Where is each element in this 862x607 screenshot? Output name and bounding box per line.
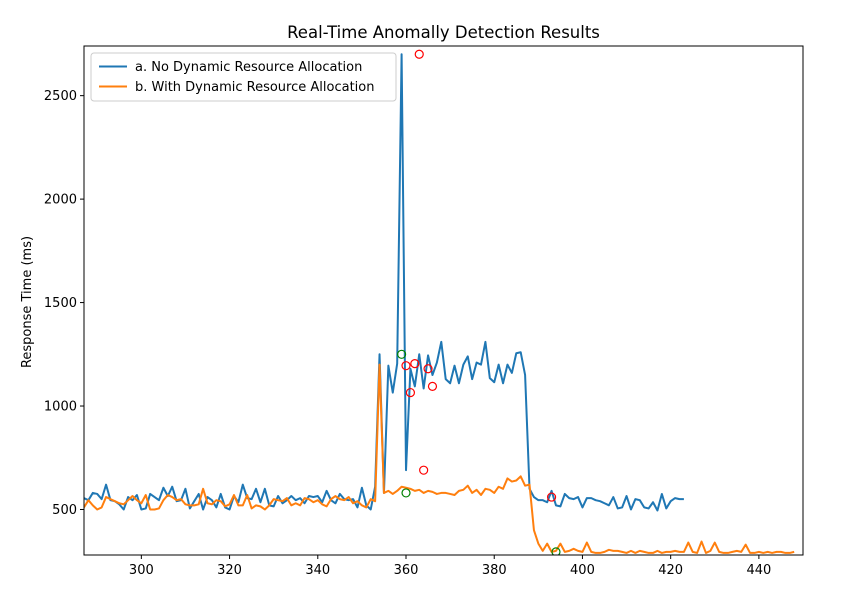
x-tick-label: 440 [746, 563, 771, 578]
legend: a. No Dynamic Resource Allocation b. Wit… [90, 52, 397, 102]
red-anomaly-marker [410, 359, 420, 369]
red-anomaly-marker [546, 492, 557, 502]
x-tick-label: 400 [570, 563, 595, 578]
red-anomaly-marker [427, 381, 438, 391]
legend-label-b: b. With Dynamic Resource Allocation [135, 80, 374, 95]
red-anomaly-marker [401, 361, 411, 371]
series-line-b [84, 363, 795, 554]
x-tick-label: 420 [658, 563, 683, 578]
green-anomaly-marker [397, 349, 407, 359]
y-tick-label: 1500 [44, 296, 77, 311]
green-anomaly-marker [401, 488, 411, 498]
legend-box [90, 52, 397, 102]
axis-ticks: 300 320 340 360 380 400 420 440 500 1000 1500 2000 2… [44, 89, 771, 578]
x-tick-label: 320 [217, 563, 242, 578]
y-tick-label: 500 [52, 503, 77, 518]
y-axis-label: Response Time (ms) [20, 236, 35, 368]
y-tick-label: 2000 [44, 193, 77, 208]
legend-label-a: a. No Dynamic Resource Allocation [135, 60, 362, 75]
axes-frame [83, 45, 804, 556]
x-tick-label: 340 [305, 563, 330, 578]
red-anomaly-marker [419, 465, 429, 475]
green-anomaly-marker [551, 547, 561, 555]
red-anomaly-marker [423, 364, 433, 374]
x-tick-label: 360 [394, 563, 419, 578]
red-anomaly-marker [414, 49, 424, 59]
plot-area [84, 49, 795, 555]
red-anomaly-marker [405, 387, 416, 398]
x-tick-label: 300 [129, 563, 154, 578]
y-tick-label: 1000 [44, 400, 77, 415]
x-tick-label: 380 [482, 563, 507, 578]
chart-title: Real-Time Anomally Detection Results [287, 23, 600, 42]
y-tick-label: 2500 [44, 89, 77, 104]
